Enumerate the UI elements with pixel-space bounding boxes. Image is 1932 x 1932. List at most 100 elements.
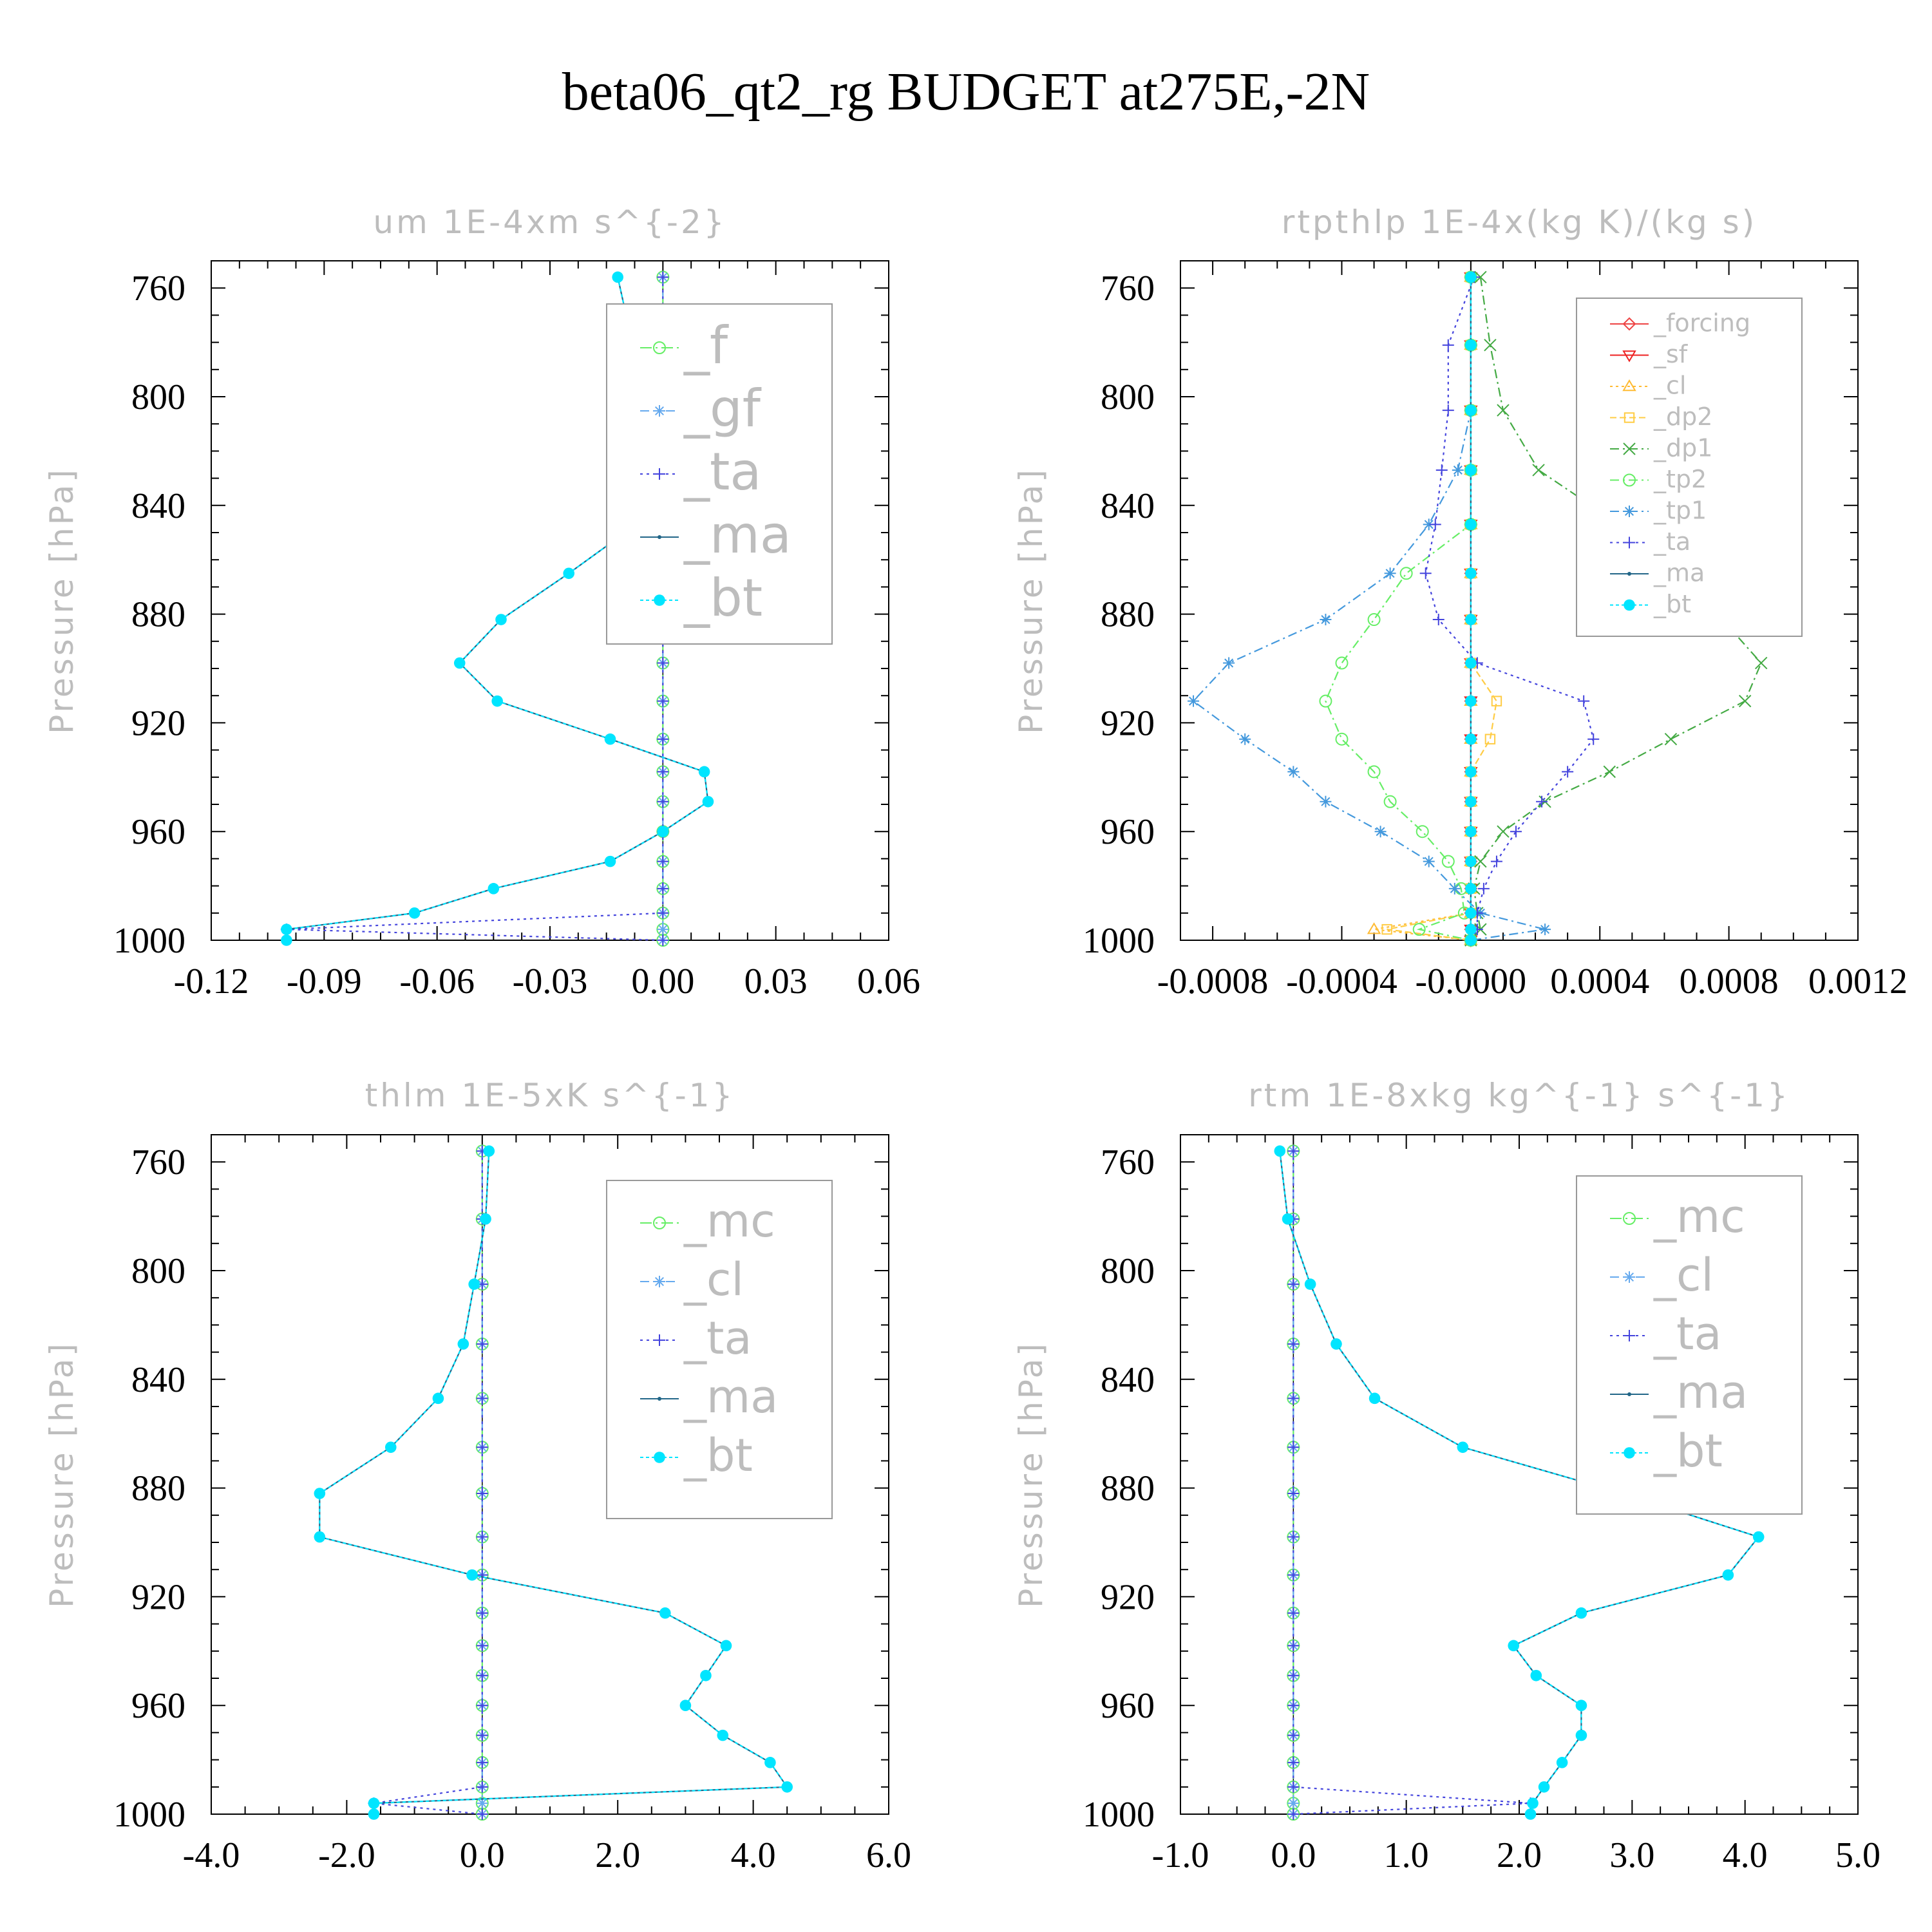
data-point [1664,733,1678,746]
legend-marker [654,405,665,417]
legend-marker [654,1334,665,1346]
data-point [1282,1213,1294,1225]
data-point [476,1640,488,1652]
y-tick-label: 960 [1101,812,1155,852]
x-tick-label: 4.0 [731,1835,776,1875]
data-point [1331,1338,1342,1350]
y-tick-label: 1000 [1083,921,1155,961]
data-point [1239,733,1251,745]
data-point [1562,766,1574,778]
y-tick-label: 800 [1101,1251,1155,1291]
data-point [1587,733,1600,745]
data-point [657,826,669,837]
data-point [1465,733,1477,745]
data-point [1368,1392,1381,1405]
data-point [1508,1640,1520,1652]
y-tick-label: 960 [131,812,185,852]
panel-thlm: thlm 1E-5xK s^{-1} Pressure [hPa] 760 800 84… [43,1077,911,1875]
data-point [1287,1729,1300,1741]
data-point [1465,795,1477,808]
data-point [657,882,669,895]
data-point [1465,934,1477,946]
x-tick-label: -0.0000 [1416,961,1527,1001]
legend-label: _forcing [1653,308,1750,337]
legend-label: _ta [683,1312,752,1365]
legend-marker [1624,599,1635,611]
y-tick-label: 880 [1101,595,1155,635]
data-point [1477,882,1490,895]
x-tick-label: 2.0 [1497,1835,1542,1875]
data-point [1287,1700,1300,1712]
data-point [1575,1700,1587,1711]
legend-label: _bt [1653,590,1691,618]
data-point [476,1808,488,1820]
data-point [384,1441,397,1454]
data-point [1484,734,1496,744]
data-point [1530,1669,1542,1681]
data-point [1383,795,1397,808]
y-tick-label: 880 [1101,1469,1155,1509]
legend-marker [653,1217,666,1229]
y-axis-title: Pressure [hPa] [1012,467,1050,734]
legend-marker [654,594,665,606]
data-point [657,923,669,936]
data-point [1435,464,1448,476]
data-point [1465,339,1477,351]
panel-um: um 1E-4xm s^{-2} Pressure [hPa] 760 800 840 8… [43,204,920,1001]
data-point [1538,1781,1550,1793]
data-point [1490,855,1502,867]
data-point [1287,1488,1300,1500]
data-point [657,657,669,669]
legend-marker [1624,412,1635,423]
data-point [476,1700,488,1712]
data-point [1578,695,1590,707]
data-point [408,907,421,919]
data-point [1465,271,1477,283]
data-point [476,1441,488,1454]
data-point [476,1669,488,1681]
data-point [466,1569,478,1581]
panel-title: um 1E-4xm s^{-2} [373,204,726,241]
data-point [476,1338,488,1350]
y-tick-label: 880 [131,1469,185,1509]
x-tick-label: 6.0 [866,1835,911,1875]
series-bt [1465,271,1477,946]
data-point [1465,404,1477,416]
legend-label: _bt [683,568,762,628]
legend-marker [1624,536,1635,549]
data-point [480,1213,491,1225]
data-point [476,1607,488,1619]
legend-label: _dp1 [1653,433,1712,462]
data-point [1412,923,1426,936]
x-tick-label: 1.0 [1384,1835,1429,1875]
data-point [1274,1145,1286,1157]
legend-label: _cl [1653,1249,1714,1302]
series-ta [1419,271,1600,946]
data-point [476,1488,488,1500]
legend-label: _bt [1653,1425,1723,1477]
y-axis-title: Pressure [hPa] [43,1341,80,1608]
x-tick-label: -1.0 [1152,1835,1209,1875]
data-point [483,1145,495,1157]
y-tick-label: 1000 [1083,1795,1155,1835]
legend-label: _dp2 [1653,402,1712,431]
data-point [1367,613,1381,627]
data-point [1442,339,1454,351]
legend: _mc _cl _ta_ma _bt [606,1180,833,1519]
data-point [432,1392,444,1405]
data-point [1287,1531,1300,1543]
legend-label: _tp1 [1653,496,1707,524]
data-point [1384,567,1396,580]
y-tick-label: 880 [131,595,185,635]
data-point [1287,1607,1300,1619]
x-tick-label: 2.0 [595,1835,640,1875]
data-point [604,855,616,867]
data-point [1419,567,1432,580]
data-point [1539,923,1551,936]
data-point [1465,518,1477,531]
data-point [1457,1441,1469,1454]
data-point [1287,1797,1300,1810]
data-point [1441,855,1455,868]
data-point [657,855,669,867]
data-point [1465,464,1477,476]
